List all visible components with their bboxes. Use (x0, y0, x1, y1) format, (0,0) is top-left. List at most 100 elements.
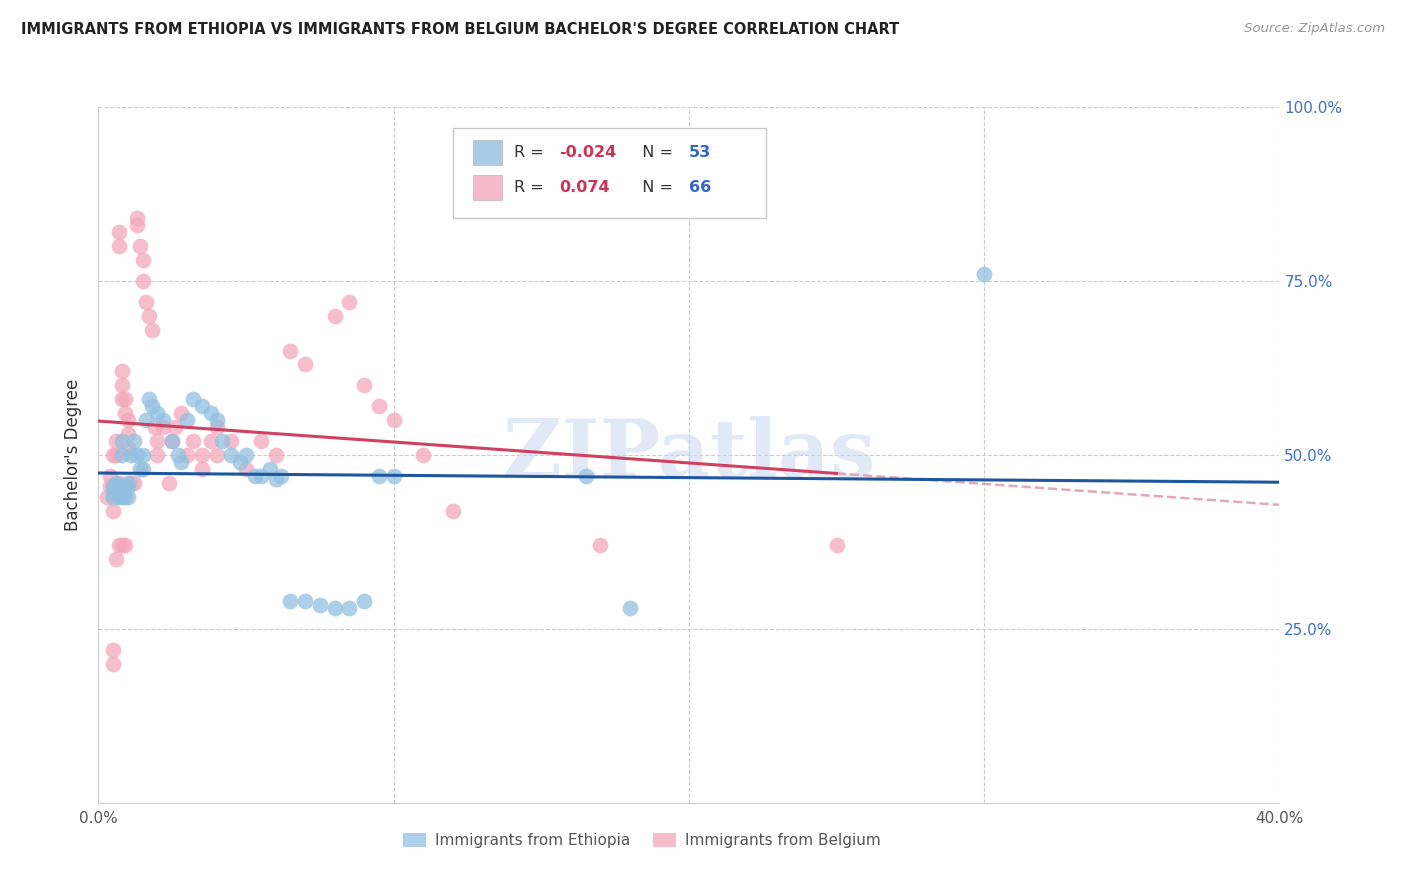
Point (141, 323, 163, 337)
Point (122, 475, 145, 490)
Point (105, 552, 128, 566)
Point (111, 378, 134, 392)
Point (221, 448, 243, 462)
Point (176, 413, 198, 427)
Point (229, 455, 252, 469)
Text: -0.024: -0.024 (560, 145, 616, 160)
Point (117, 413, 139, 427)
Point (973, 267, 995, 281)
Point (103, 657, 125, 671)
Point (143, 420, 166, 434)
Point (125, 219, 148, 233)
Point (412, 448, 434, 462)
Point (235, 448, 257, 462)
Point (108, 239, 131, 253)
Point (368, 399, 391, 413)
Text: 66: 66 (689, 179, 711, 194)
Point (138, 392, 160, 407)
Point (309, 598, 332, 612)
Text: N =: N = (633, 179, 678, 194)
Point (111, 490, 134, 504)
Point (98, 468, 121, 483)
Point (162, 434, 183, 448)
Point (250, 468, 273, 483)
Point (205, 448, 228, 462)
Point (105, 475, 128, 490)
Point (111, 448, 134, 462)
Point (146, 448, 169, 462)
Point (353, 378, 375, 392)
Point (122, 434, 145, 448)
Point (108, 479, 131, 493)
Point (280, 343, 302, 358)
Point (105, 448, 128, 462)
Point (146, 434, 169, 448)
Point (575, 468, 598, 483)
Point (128, 239, 150, 253)
Point (117, 479, 139, 493)
Point (111, 538, 134, 552)
Point (132, 274, 155, 288)
Point (162, 434, 183, 448)
Text: R =: R = (515, 145, 548, 160)
Point (108, 225, 131, 239)
Point (103, 486, 125, 500)
FancyBboxPatch shape (472, 175, 502, 200)
Point (170, 406, 193, 420)
Point (98, 479, 121, 493)
Legend: Immigrants from Ethiopia, Immigrants from Belgium: Immigrants from Ethiopia, Immigrants fro… (396, 827, 887, 855)
Point (125, 211, 148, 226)
Point (181, 434, 204, 448)
Text: N =: N = (633, 145, 678, 160)
Point (382, 468, 405, 483)
Y-axis label: Bachelor's Degree: Bachelor's Degree (65, 379, 83, 531)
Point (117, 475, 139, 490)
Point (132, 253, 155, 268)
Point (176, 448, 198, 462)
Point (264, 472, 287, 486)
Point (114, 490, 136, 504)
Point (270, 468, 292, 483)
Point (589, 538, 612, 552)
Point (280, 594, 302, 608)
Point (108, 475, 131, 490)
Point (117, 441, 139, 455)
Point (103, 642, 125, 657)
Point (103, 479, 125, 493)
Point (114, 406, 136, 420)
Point (200, 406, 222, 420)
Point (368, 468, 391, 483)
Point (353, 594, 375, 608)
Point (152, 420, 174, 434)
Text: IMMIGRANTS FROM ETHIOPIA VS IMMIGRANTS FROM BELGIUM BACHELOR'S DEGREE CORRELATIO: IMMIGRANTS FROM ETHIOPIA VS IMMIGRANTS F… (21, 22, 900, 37)
Point (191, 399, 214, 413)
Point (125, 448, 148, 462)
Point (191, 462, 214, 476)
Point (111, 392, 134, 407)
Point (103, 479, 125, 493)
Point (167, 448, 190, 462)
Point (114, 538, 136, 552)
Point (146, 406, 169, 420)
Point (108, 490, 131, 504)
Point (250, 434, 273, 448)
Text: 0.074: 0.074 (560, 179, 610, 194)
Point (191, 448, 214, 462)
FancyBboxPatch shape (453, 128, 766, 219)
Point (619, 601, 641, 615)
FancyBboxPatch shape (472, 140, 502, 165)
Point (165, 420, 187, 434)
Point (111, 364, 134, 378)
Point (103, 490, 125, 504)
Point (138, 309, 160, 323)
Point (111, 434, 134, 448)
Point (120, 475, 142, 490)
Point (825, 538, 848, 552)
Point (441, 503, 464, 517)
Point (96, 490, 118, 504)
Point (117, 490, 139, 504)
Point (103, 490, 125, 504)
Point (128, 462, 150, 476)
Point (103, 503, 125, 517)
Point (117, 427, 139, 442)
